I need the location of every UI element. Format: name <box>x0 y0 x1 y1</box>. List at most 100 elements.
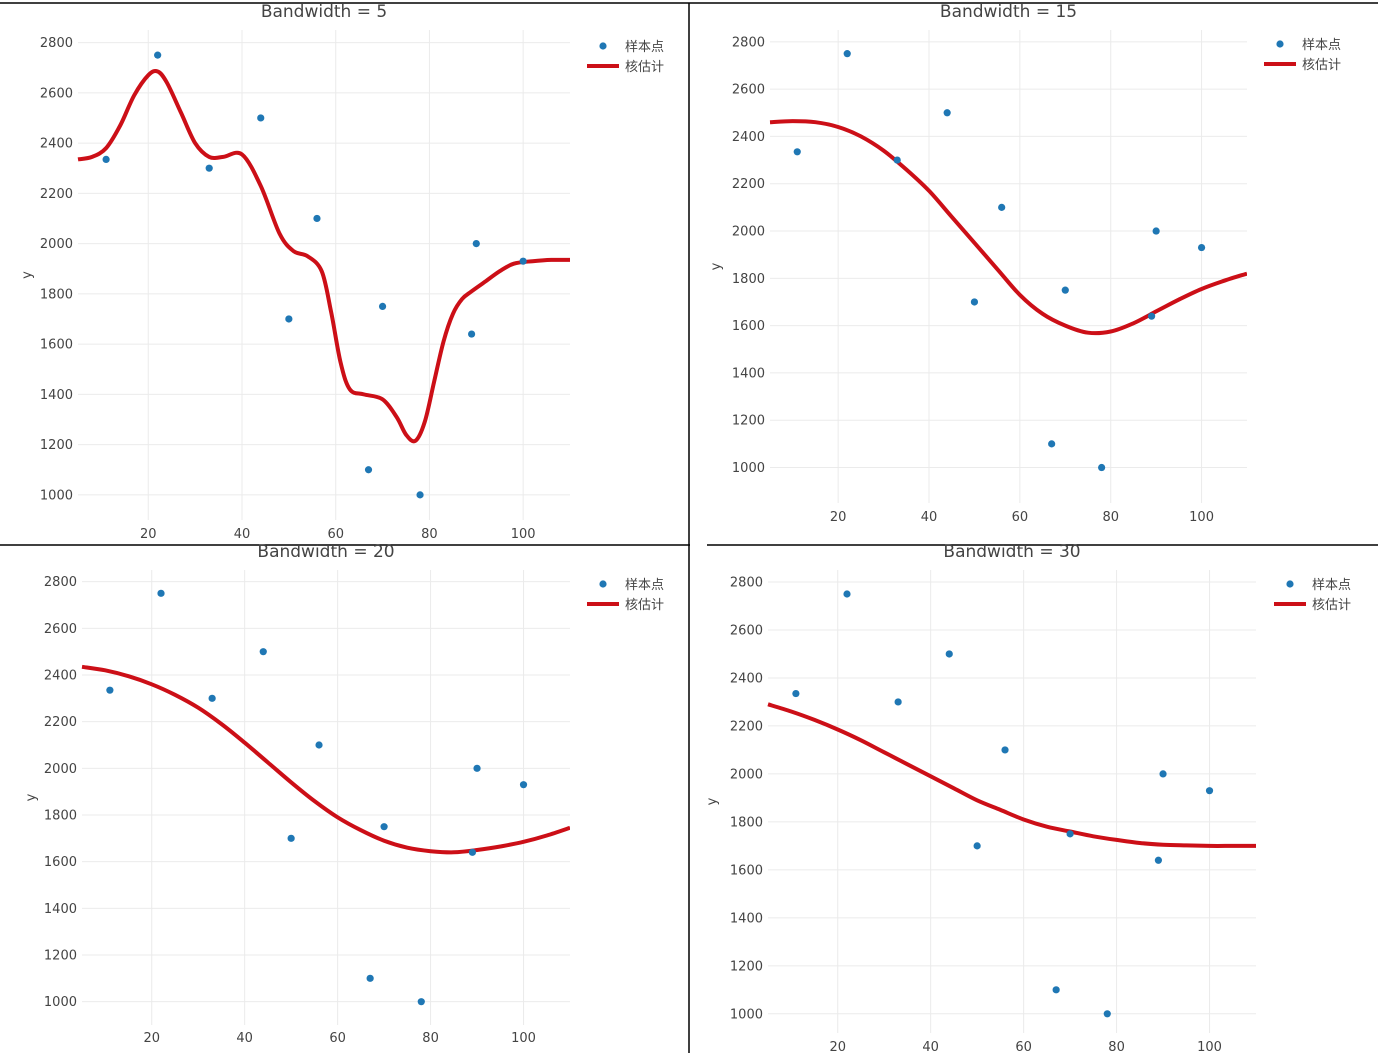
sample-point <box>1159 770 1167 778</box>
sample-point <box>259 648 267 656</box>
y-tick-label: 2600 <box>44 622 77 637</box>
y-tick-label: 2200 <box>40 187 73 202</box>
sample-point <box>1103 1010 1111 1018</box>
sample-point <box>257 114 265 122</box>
x-tick-label: 40 <box>921 510 938 525</box>
sample-point <box>519 257 527 265</box>
sample-point <box>287 834 295 842</box>
chart-title: Bandwidth = 15 <box>940 2 1077 22</box>
sample-point <box>157 589 165 597</box>
chart-panel-2: 1000 1200 1400 1600 1800 2000 2200 2400 2600 2800… <box>709 2 1341 525</box>
sample-point <box>285 315 293 323</box>
legend-label-sample: 样本点 <box>625 40 664 55</box>
chart-panel-4: 1000 1200 1400 1600 1800 2000 2200 2400 2600 2800… <box>705 542 1351 1053</box>
sample-point <box>313 214 321 223</box>
y-tick-label: 1400 <box>732 366 765 381</box>
sample-point <box>1048 440 1056 448</box>
x-tick-label: 100 <box>1189 510 1214 525</box>
chart-title: Bandwidth = 20 <box>257 542 394 562</box>
x-tick-label: 60 <box>1012 510 1029 525</box>
chart-panel-1: 1000 1200 1400 1600 1800 2000 2200 2400 2600 2800… <box>20 2 664 542</box>
legend-label-sample: 样本点 <box>1312 578 1351 593</box>
y-tick-label: 2200 <box>732 177 765 192</box>
y-axis-label: y <box>705 797 720 805</box>
sample-point <box>468 330 476 338</box>
sample-point <box>472 239 480 248</box>
y-tick-label: 1000 <box>730 1007 763 1022</box>
y-tick-label: 1600 <box>44 855 77 870</box>
sample-point <box>380 823 388 831</box>
sample-point <box>473 764 481 772</box>
sample-point <box>417 998 425 1006</box>
y-tick-label: 1800 <box>44 809 77 824</box>
legend-label-kernel: 核估计 <box>1312 598 1351 613</box>
y-tick-label: 1400 <box>730 911 763 926</box>
sample-point <box>970 298 979 306</box>
sample-point <box>973 842 981 850</box>
x-tick-label: 60 <box>1015 1040 1032 1053</box>
sample-point <box>943 109 951 117</box>
sample-point <box>106 686 114 694</box>
x-tick-label: 100 <box>1197 1040 1222 1053</box>
sample-point <box>315 741 323 749</box>
y-tick-label: 1400 <box>40 388 73 403</box>
y-tick-label: 1200 <box>732 414 765 429</box>
sample-point <box>102 155 110 164</box>
legend-marker-sample <box>599 580 607 588</box>
y-tick-label: 2600 <box>40 86 73 101</box>
y-tick-label: 2400 <box>732 130 765 145</box>
sample-point <box>894 698 902 706</box>
legend-label-kernel: 核估计 <box>625 598 664 613</box>
y-tick-label: 1600 <box>40 338 73 353</box>
legend-marker-sample <box>1276 40 1284 48</box>
y-tick-label: 1200 <box>730 959 763 974</box>
sample-point <box>205 164 213 172</box>
sample-point <box>1061 286 1069 294</box>
chart-title: Bandwidth = 30 <box>943 542 1080 562</box>
x-tick-label: 20 <box>143 1031 160 1046</box>
x-tick-label: 100 <box>511 1031 536 1046</box>
x-tick-label: 40 <box>234 527 251 542</box>
x-tick-label: 100 <box>511 527 536 542</box>
y-tick-label: 1800 <box>732 272 765 287</box>
x-tick-label: 60 <box>329 1031 346 1046</box>
y-tick-label: 1200 <box>44 949 77 964</box>
y-tick-label: 2800 <box>40 36 73 51</box>
sample-point <box>154 51 162 59</box>
kernel-estimate-line <box>77 68 570 444</box>
sample-point <box>893 156 901 164</box>
kernel-estimate-line <box>767 702 1256 848</box>
y-tick-label: 1000 <box>732 461 765 476</box>
sample-point <box>1152 227 1160 235</box>
legend-label-sample: 样本点 <box>1302 38 1341 53</box>
y-tick-label: 1000 <box>40 488 73 503</box>
y-tick-label: 2400 <box>730 671 763 686</box>
legend-marker-sample <box>599 42 607 50</box>
y-tick-label: 2000 <box>40 237 73 252</box>
sample-point <box>378 302 387 311</box>
y-tick-label: 2200 <box>44 715 77 730</box>
sample-point <box>998 203 1006 211</box>
sample-point <box>793 148 801 156</box>
sample-point <box>468 848 476 856</box>
y-tick-label: 2400 <box>44 669 77 684</box>
y-tick-label: 1000 <box>44 995 77 1010</box>
x-tick-label: 20 <box>829 1040 846 1053</box>
kernel-estimate-line <box>769 119 1247 336</box>
x-tick-label: 20 <box>830 510 847 525</box>
y-tick-label: 1800 <box>730 815 763 830</box>
sample-point <box>1197 243 1206 252</box>
sample-point <box>1148 312 1156 320</box>
chart-panel-3: 1000 1200 1400 1600 1800 2000 2200 2400 2600 2800… <box>24 542 664 1046</box>
x-tick-label: 60 <box>327 527 344 542</box>
legend-marker-sample <box>1286 580 1294 588</box>
y-axis-label: y <box>24 793 39 801</box>
sample-point <box>364 466 373 474</box>
legend-label-kernel: 核估计 <box>625 60 664 75</box>
x-tick-label: 80 <box>1108 1040 1125 1053</box>
